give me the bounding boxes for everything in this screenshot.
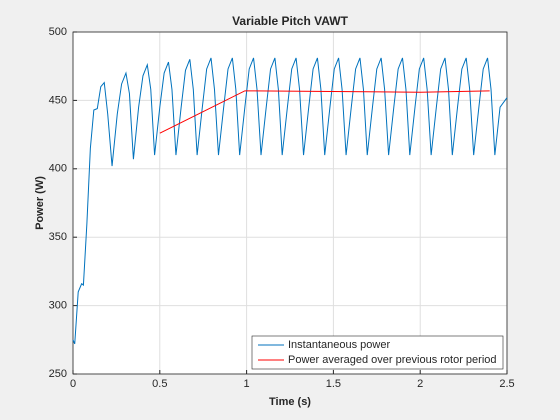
y-tick-label: 350 <box>49 231 67 243</box>
y-tick-label: 500 <box>49 26 67 38</box>
y-tick-label: 400 <box>49 163 67 175</box>
chart-title: Variable Pitch VAWT <box>232 14 348 28</box>
x-tick-label: 1.5 <box>326 378 341 390</box>
series-line <box>72 57 508 345</box>
legend-label: Power averaged over previous rotor perio… <box>288 354 497 366</box>
y-tick-label: 250 <box>49 368 67 380</box>
legend-box <box>251 335 504 370</box>
x-axis-label: Time (s) <box>269 396 311 408</box>
x-tick-label: 1 <box>244 378 250 390</box>
y-axis-label: Power (W) <box>34 176 46 230</box>
y-tick-label: 450 <box>49 94 67 106</box>
axes-box <box>72 31 508 375</box>
x-tick-label: 2.5 <box>499 378 514 390</box>
x-tick-label: 0.5 <box>152 378 167 390</box>
legend-label: Instantaneous power <box>288 339 390 351</box>
y-tick-label: 300 <box>49 300 67 312</box>
plot-area <box>73 32 507 374</box>
x-tick-label: 0 <box>70 378 76 390</box>
x-tick-label: 2 <box>417 378 423 390</box>
series-line <box>159 90 490 134</box>
